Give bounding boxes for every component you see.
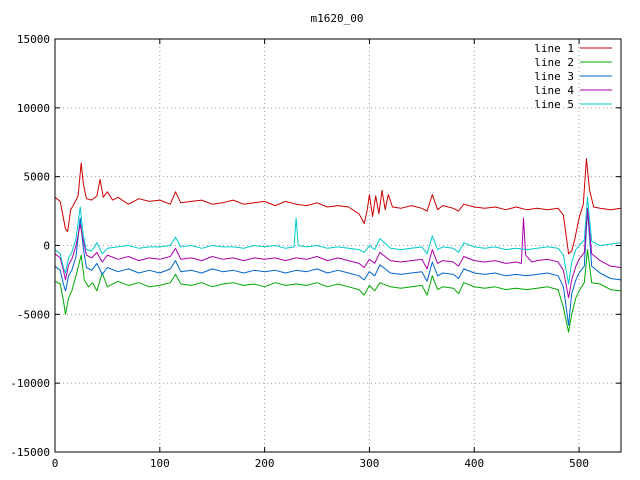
series-line-4 [54, 207, 622, 299]
y-tick-label: 10000 [17, 102, 50, 115]
legend-label: line 4 [534, 84, 574, 97]
y-tick-label: 0 [43, 240, 50, 253]
y-tick-label: -10000 [10, 377, 50, 390]
legend-label: line 2 [534, 56, 574, 69]
series-line-5 [54, 196, 622, 285]
chart-title: m1620_00 [311, 12, 364, 25]
x-tick-label: 0 [52, 457, 59, 470]
axis-ticks: 0 100 200 300 400 500 -15000 -10000 -5000 0 5000 10… [10, 33, 621, 470]
grid-lines [55, 39, 621, 452]
series-group [54, 158, 622, 333]
y-tick-label: 5000 [24, 171, 51, 184]
x-tick-label: 100 [150, 457, 170, 470]
legend-label: line 1 [534, 42, 574, 55]
series-line-3 [54, 209, 622, 326]
y-tick-label: 15000 [17, 33, 50, 46]
series-line-1 [54, 158, 622, 255]
x-tick-label: 300 [360, 457, 380, 470]
legend-label: line 3 [534, 70, 574, 83]
x-tick-label: 400 [464, 457, 484, 470]
series-line-2 [54, 249, 622, 333]
y-tick-label: -5000 [17, 308, 50, 321]
y-tick-label: -15000 [10, 446, 50, 459]
x-tick-label: 200 [255, 457, 275, 470]
x-tick-label: 500 [569, 457, 589, 470]
legend-label: line 5 [534, 98, 574, 111]
